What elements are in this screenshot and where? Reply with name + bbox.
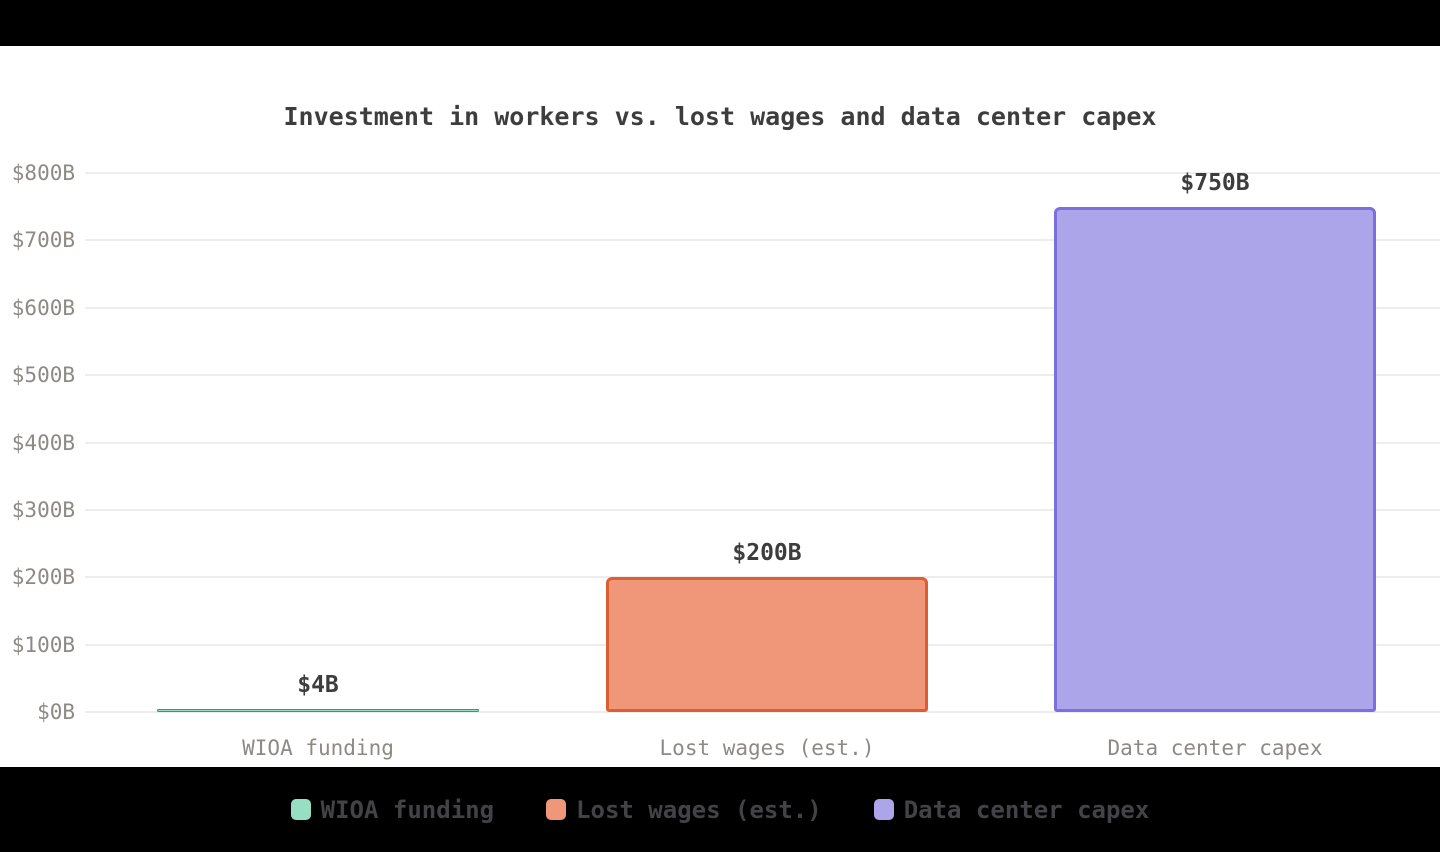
chart-title: Investment in workers vs. lost wages and…	[283, 102, 1157, 131]
y-axis-tick-label: $500B	[11, 363, 75, 388]
y-axis-tick-label: $300B	[11, 497, 75, 522]
y-axis-tick-label: $800B	[11, 161, 75, 185]
bar-data-center-capex[interactable]	[1054, 206, 1376, 712]
gridline-400	[85, 441, 1440, 444]
bar-lost-wages-est[interactable]	[606, 577, 928, 712]
legend-item-wioa-funding[interactable]: WIOA funding	[290, 795, 495, 824]
legend-label: Lost wages (est.)	[576, 795, 822, 824]
gridline-800	[85, 172, 1440, 174]
legend-item-data-center-capex[interactable]: Data center capex	[873, 795, 1150, 824]
legend-label: WIOA funding	[320, 795, 495, 824]
x-axis-tick-label-lost-wages-est: Lost wages (est.)	[659, 736, 875, 760]
gridline-500	[85, 374, 1440, 377]
legend-item-lost-wages-est[interactable]: Lost wages (est.)	[546, 796, 822, 824]
x-axis-tick-label-wioa-funding: WIOA funding	[242, 736, 394, 760]
value-label-data-center-capex: $750B	[1180, 169, 1250, 196]
x-axis-tick-label-data-center-capex: Data center capex	[1107, 736, 1323, 760]
y-axis-tick-label: $200B	[11, 565, 75, 590]
gridline-300	[85, 508, 1440, 511]
y-axis-tick-label: $700B	[11, 228, 75, 253]
legend-swatch-icon	[873, 799, 894, 820]
y-axis-tick-label: $600B	[11, 295, 75, 320]
bar-wioa-funding[interactable]	[157, 708, 479, 712]
gridline-600	[85, 306, 1440, 309]
plot-area: $0B $100B $200B $300B $400B $500B $600B $700B $8…	[11, 161, 1440, 760]
legend-swatch-icon	[290, 799, 311, 820]
y-axis-tick-label: $0B	[37, 700, 75, 724]
top-letterbox-bar	[0, 0, 1440, 46]
value-label-wioa-funding: $4B	[297, 671, 339, 698]
bottom-letterbox-bar: WIOA funding Lost wages (est.) Data center…	[0, 767, 1440, 852]
gridline-0	[85, 711, 1440, 713]
legend-label: Data center capex	[903, 795, 1150, 824]
y-axis-tick-label: $100B	[11, 632, 75, 657]
y-axis-tick-label: $400B	[11, 430, 75, 455]
gridline-700	[85, 239, 1440, 242]
value-label-lost-wages-est: $200B	[732, 540, 802, 567]
chart-legend: WIOA funding Lost wages (est.) Data center…	[290, 795, 1150, 824]
legend-swatch-icon	[546, 799, 567, 820]
